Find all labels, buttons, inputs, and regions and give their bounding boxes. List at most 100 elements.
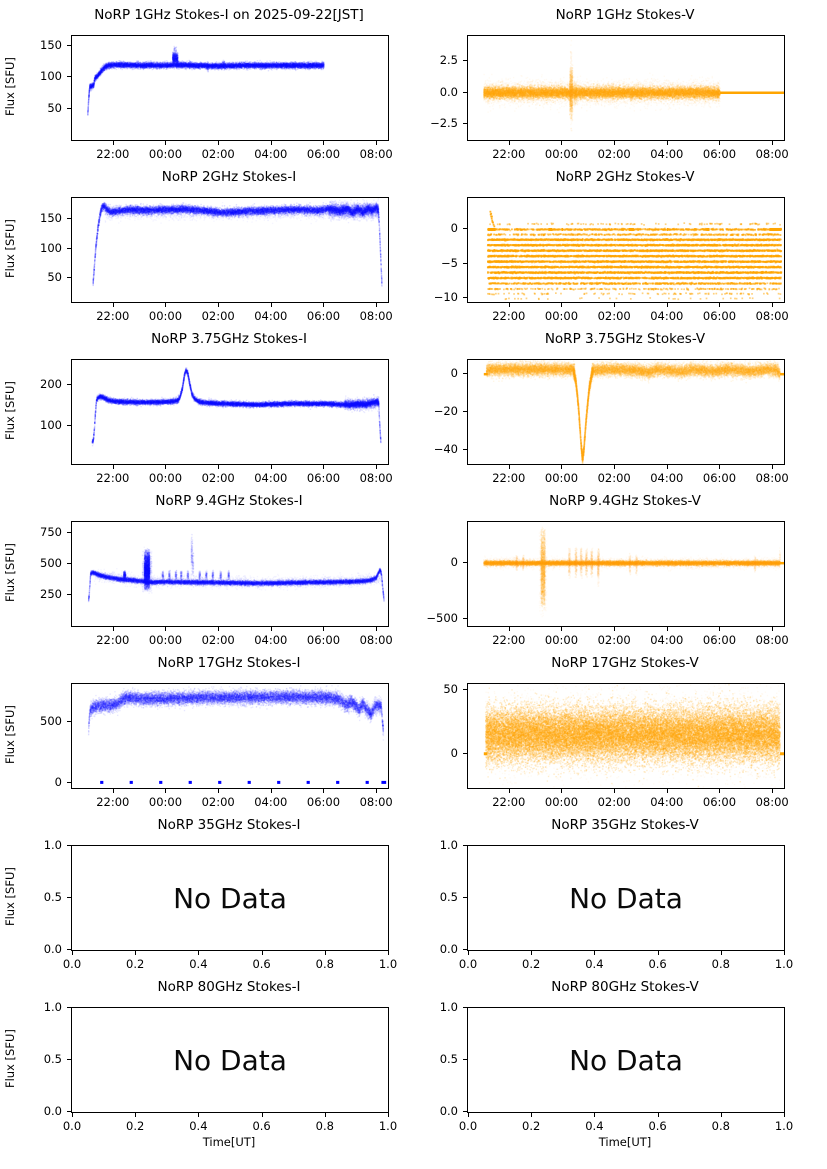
y-tick-label: 500 — [40, 555, 62, 570]
x-tick-label: 06:00 — [702, 147, 737, 161]
plot-canvas — [468, 1008, 784, 1112]
x-tick-mark — [72, 951, 73, 955]
y-tick-label: −5 — [441, 255, 458, 270]
x-tick-mark — [376, 789, 377, 793]
x-tick-label: 22:00 — [96, 309, 130, 323]
plot-area — [467, 197, 785, 303]
x-tick-label: 06:00 — [702, 633, 737, 647]
x-tick-mark — [113, 789, 114, 793]
plot-area — [71, 521, 389, 627]
x-tick-label: 02:00 — [597, 633, 631, 647]
plot-canvas — [468, 360, 784, 464]
x-tick-mark — [323, 789, 324, 793]
x-tick-label: 22:00 — [96, 471, 130, 485]
y-tick-mark — [463, 373, 467, 374]
y-tick-mark — [463, 618, 467, 619]
y-tick-label: 50 — [47, 270, 62, 285]
x-tick-label: 08:00 — [755, 633, 789, 647]
x-tick-mark — [784, 951, 785, 955]
chart-cell: NoRP 17GHz Stokes-V 0 50 22:00 00:00 02:00 04:… — [414, 653, 827, 815]
x-tick-label: 06:00 — [306, 795, 341, 809]
x-tick-label: 0.8 — [315, 1119, 334, 1133]
x-tick-mark — [376, 303, 377, 307]
y-tick-label: 0.5 — [439, 890, 458, 904]
x-tick-label: 06:00 — [702, 795, 737, 809]
x-tick-label: 0.8 — [711, 1119, 730, 1133]
x-tick-label: 0.8 — [315, 957, 334, 971]
x-tick-label: 06:00 — [306, 309, 341, 323]
x-tick-mark — [271, 465, 272, 469]
x-tick-label: 0.0 — [458, 957, 478, 971]
x-tick-label: 08:00 — [359, 795, 393, 809]
x-tick-mark — [667, 627, 668, 631]
y-tick-mark — [463, 897, 467, 898]
x-tick-label: 22:00 — [492, 147, 526, 161]
x-tick-label: 0.0 — [62, 957, 82, 971]
y-tick-label: 0.0 — [439, 84, 458, 99]
x-tick-mark — [561, 465, 562, 469]
x-tick-mark — [323, 303, 324, 307]
y-tick-label: 0 — [450, 221, 458, 236]
plot-canvas — [468, 198, 784, 302]
x-tick-mark — [614, 303, 615, 307]
chart-cell: NoRP 9.4GHz Stokes-I Flux [SFU] 250 500 750 2… — [0, 491, 413, 653]
x-tick-label: 0.0 — [62, 1119, 82, 1133]
plot-area — [71, 197, 389, 303]
x-tick-label: 02:00 — [597, 795, 631, 809]
no-data-label: No Data — [569, 881, 683, 915]
x-tick-label: 00:00 — [148, 795, 183, 809]
plot-canvas — [72, 360, 388, 464]
plot-area: No Data — [467, 845, 785, 951]
x-tick-mark — [218, 627, 219, 631]
x-tick-mark — [271, 141, 272, 145]
x-tick-mark — [531, 951, 532, 955]
y-tick-mark — [67, 532, 71, 533]
y-tick-mark — [463, 263, 467, 264]
y-tick-label: −40 — [433, 441, 458, 456]
x-tick-label: 0.6 — [648, 957, 667, 971]
chart-title: NoRP 35GHz Stokes-I — [157, 817, 301, 833]
plot-canvas — [72, 846, 388, 950]
y-tick-label: 150 — [40, 38, 62, 53]
x-tick-mark — [667, 303, 668, 307]
y-tick-mark — [67, 949, 71, 950]
y-tick-label: 0.5 — [439, 1052, 458, 1066]
x-tick-label: 0.2 — [126, 1119, 145, 1133]
x-tick-label: 08:00 — [359, 633, 393, 647]
x-tick-mark — [784, 1113, 785, 1117]
y-tick-label: 200 — [40, 377, 62, 392]
y-tick-mark — [463, 92, 467, 93]
y-tick-mark — [463, 228, 467, 229]
x-tick-mark — [165, 303, 166, 307]
x-tick-mark — [218, 303, 219, 307]
x-tick-label: 06:00 — [702, 471, 737, 485]
x-tick-mark — [165, 627, 166, 631]
x-tick-mark — [165, 789, 166, 793]
x-tick-label: 0.6 — [648, 1119, 667, 1133]
x-tick-mark — [113, 303, 114, 307]
y-tick-label: 0.0 — [439, 1104, 458, 1118]
chart-title: NoRP 2GHz Stokes-V — [555, 169, 695, 185]
x-tick-label: 08:00 — [755, 471, 789, 485]
y-tick-mark — [463, 297, 467, 298]
x-tick-label: 08:00 — [755, 147, 789, 161]
x-tick-mark — [509, 141, 510, 145]
x-tick-label: 04:00 — [254, 471, 288, 485]
x-tick-label: 08:00 — [359, 147, 393, 161]
y-tick-label: 150 — [40, 211, 62, 226]
x-tick-mark — [468, 951, 469, 955]
x-tick-mark — [325, 951, 326, 955]
x-tick-mark — [667, 465, 668, 469]
y-tick-label: 1.0 — [439, 838, 458, 852]
plot-area: No Data — [71, 845, 389, 951]
x-tick-mark — [667, 789, 668, 793]
x-tick-label: 04:00 — [254, 795, 288, 809]
x-tick-mark — [135, 951, 136, 955]
x-tick-mark — [561, 627, 562, 631]
y-tick-mark — [67, 721, 71, 722]
x-tick-label: 22:00 — [492, 471, 526, 485]
x-tick-mark — [719, 303, 720, 307]
plot-area — [71, 359, 389, 465]
plot-canvas — [468, 684, 784, 788]
